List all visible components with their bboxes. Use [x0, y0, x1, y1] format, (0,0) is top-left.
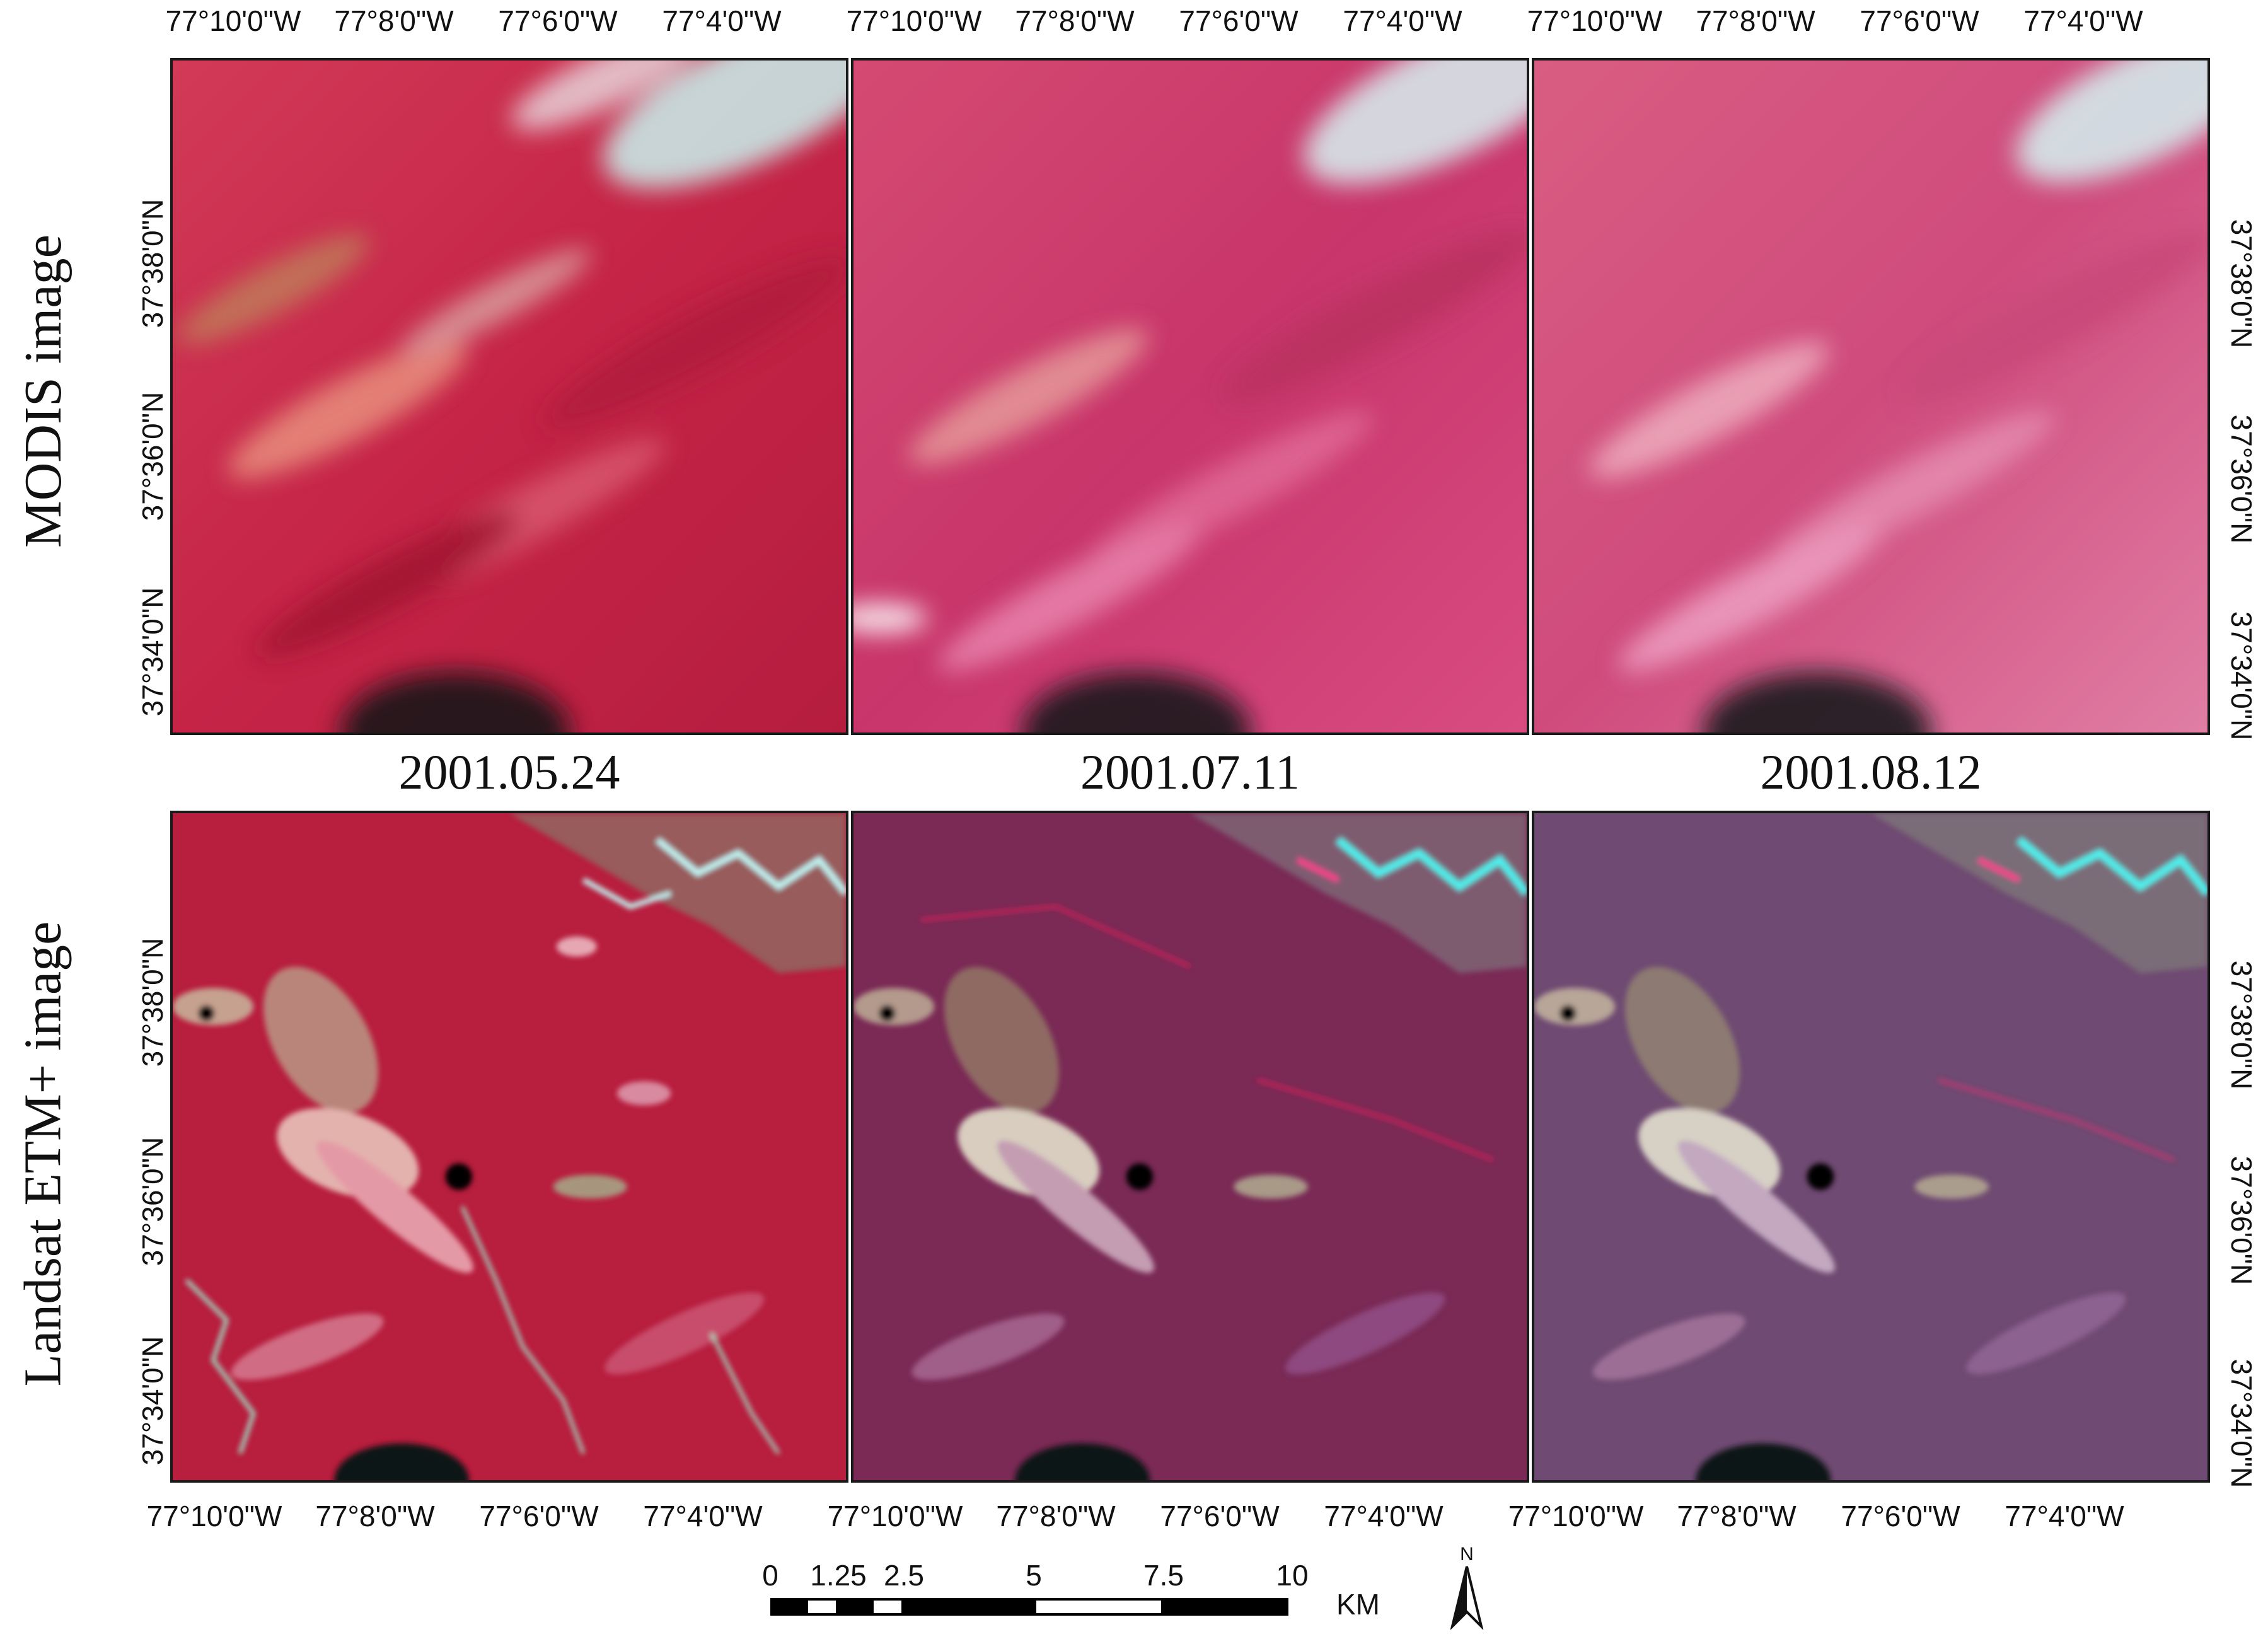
lon-label-bottom-2-2: 77°8'0"W — [996, 1500, 1116, 1532]
lat-label-right-2-1: 37°38'0"N — [2225, 960, 2258, 1090]
date-label-3: 2001.08.12 — [1760, 744, 1982, 799]
lon-label-top-3-3: 77°6'0"W — [1860, 4, 1979, 37]
scale-bar-segment — [770, 1598, 806, 1616]
lon-label-bottom-3-4: 77°4'0"W — [2005, 1500, 2124, 1532]
lon-label-bottom-2-1: 77°10'0"W — [827, 1500, 963, 1532]
north-label: N — [1460, 1544, 1474, 1565]
lon-label-bottom-3-2: 77°8'0"W — [1677, 1500, 1796, 1532]
scale-bar-segment — [806, 1598, 838, 1616]
lon-label-bottom-1-4: 77°4'0"W — [643, 1500, 763, 1532]
lon-label-bottom-3-1: 77°10'0"W — [1508, 1500, 1644, 1532]
landsat-panel-2001-05-24 — [170, 811, 848, 1483]
scale-bar-segment — [871, 1598, 904, 1616]
lat-label-left-1-2: 37°36'0"N — [136, 391, 169, 521]
date-label-2: 2001.07.11 — [1080, 744, 1300, 799]
lat-label-right-2-3: 37°34'0"N — [2225, 1358, 2258, 1488]
landsat-image-2 — [853, 813, 1527, 1480]
scale-label-5: 5 — [1026, 1559, 1042, 1592]
lat-label-left-2-2: 37°36'0"N — [136, 1137, 169, 1266]
lon-label-bottom-1-1: 77°10'0"W — [146, 1500, 282, 1532]
lat-label-left-2-3: 37°34'0"N — [136, 1336, 169, 1466]
lon-label-top-1-3: 77°6'0"W — [498, 4, 618, 37]
scale-label-1.25: 1.25 — [810, 1559, 867, 1592]
lat-label-left-1-1: 37°38'0"N — [136, 199, 169, 328]
lon-label-top-3-4: 77°4'0"W — [2023, 4, 2143, 37]
lon-label-top-1-1: 77°10'0"W — [165, 4, 301, 37]
lon-label-bottom-2-3: 77°6'0"W — [1160, 1500, 1280, 1532]
scale-bar-segment — [1164, 1598, 1288, 1616]
lat-label-left-1-3: 37°34'0"N — [136, 587, 169, 717]
lat-label-right-1-1: 37°38'0"N — [2225, 219, 2258, 349]
lon-label-top-3-2: 77°8'0"W — [1696, 4, 1815, 37]
scale-label-0: 0 — [762, 1559, 778, 1592]
scale-bar-segment — [1034, 1598, 1164, 1616]
lon-label-top-2-2: 77°8'0"W — [1015, 4, 1135, 37]
scale-bar-segment — [838, 1598, 871, 1616]
modis-panel-2001-07-11 — [851, 58, 1529, 735]
lon-label-top-3-1: 77°10'0"W — [1527, 4, 1663, 37]
lat-label-right-1-3: 37°34'0"N — [2225, 611, 2258, 741]
scale-bar — [770, 1598, 1288, 1616]
scale-label-2.5: 2.5 — [884, 1559, 924, 1592]
modis-panel-2001-05-24 — [170, 58, 848, 735]
scale-bar-segment — [904, 1598, 1034, 1616]
modis-image-3 — [1534, 61, 2207, 733]
modis-image-1 — [173, 61, 846, 733]
scale-label-10: 10 — [1276, 1559, 1309, 1592]
landsat-image-3 — [1534, 813, 2207, 1480]
date-label-1: 2001.05.24 — [398, 744, 620, 799]
landsat-image-1 — [173, 813, 846, 1480]
lon-label-top-1-4: 77°4'0"W — [662, 4, 782, 37]
lon-label-top-1-2: 77°8'0"W — [334, 4, 454, 37]
lat-label-right-1-2: 37°36'0"N — [2225, 414, 2258, 544]
lon-label-top-2-3: 77°6'0"W — [1179, 4, 1299, 37]
row-label-modis-text: MODIS image — [13, 234, 72, 548]
lon-label-top-2-4: 77°4'0"W — [1343, 4, 1462, 37]
lat-label-right-2-2: 37°36'0"N — [2225, 1155, 2258, 1285]
lon-label-bottom-1-3: 77°6'0"W — [479, 1500, 599, 1532]
modis-panel-2001-08-12 — [1532, 58, 2210, 735]
lon-label-top-2-1: 77°10'0"W — [846, 4, 982, 37]
modis-image-2 — [853, 61, 1527, 733]
landsat-panel-2001-07-11 — [851, 811, 1529, 1483]
row-label-modis: MODIS image — [5, 50, 81, 731]
row-label-landsat-text: Landsat ETM+ image — [13, 921, 72, 1386]
landsat-panel-2001-08-12 — [1532, 811, 2210, 1483]
lon-label-bottom-1-2: 77°8'0"W — [315, 1500, 435, 1532]
scale-label-7.5: 7.5 — [1143, 1559, 1184, 1592]
scale-unit: KM — [1336, 1588, 1380, 1621]
lat-label-left-2-1: 37°38'0"N — [136, 937, 169, 1067]
row-label-landsat: Landsat ETM+ image — [5, 813, 81, 1494]
north-arrow-icon: N — [1445, 1541, 1489, 1631]
lon-label-bottom-2-4: 77°4'0"W — [1324, 1500, 1444, 1532]
lon-label-bottom-3-3: 77°6'0"W — [1841, 1500, 1960, 1532]
